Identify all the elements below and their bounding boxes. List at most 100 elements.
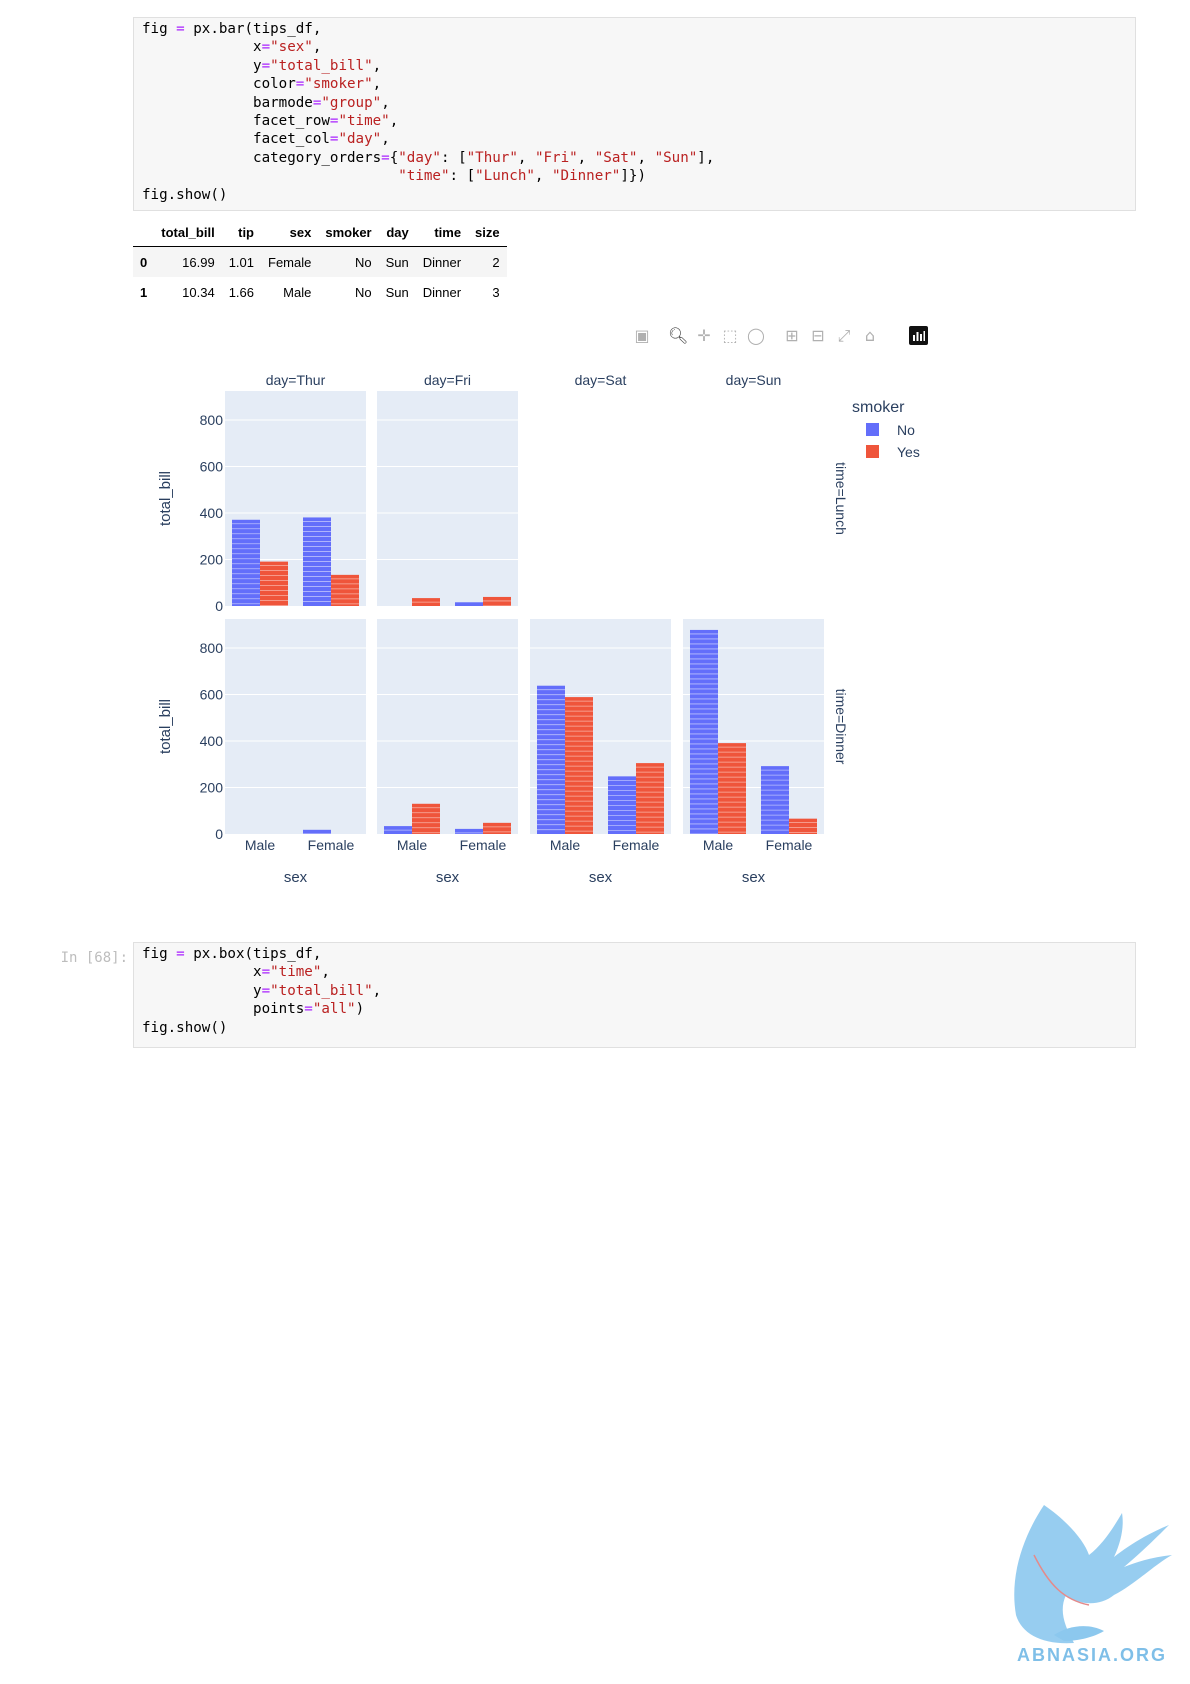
bar-no [303, 829, 331, 834]
code-line: x="time", [142, 964, 330, 981]
bar-yes [331, 574, 359, 606]
watermark-text: ABNASIA.ORG [1017, 1645, 1167, 1665]
code-line: "time": ["Lunch", "Dinner"]}) [398, 168, 646, 185]
bar-yes [483, 822, 511, 834]
facet-row-label: time=Lunch [833, 462, 849, 535]
bar-no [232, 519, 260, 606]
bar-yes [412, 803, 440, 834]
y-tick-label: 200 [200, 552, 224, 568]
x-axis-title: sex [742, 869, 766, 886]
facet-col-label: day=Thur [266, 372, 326, 388]
code-cell-1[interactable]: fig = px.bar(tips_df, x="sex", y="total_… [133, 17, 1136, 211]
plotly-logo-icon[interactable] [909, 326, 928, 345]
bar-yes [483, 596, 511, 606]
y-tick-label: 800 [200, 412, 224, 428]
column-header: tip [221, 218, 261, 247]
pan-icon[interactable]: ✛ [697, 326, 711, 345]
x-tick-label: Male [703, 837, 734, 853]
table-header-row: total_bill tip sex smoker day time size [133, 218, 507, 247]
bar-no [690, 629, 718, 834]
x-tick-label: Female [460, 837, 507, 853]
code-line: fig.show() [142, 186, 228, 203]
autoscale-icon[interactable]: ⤢ [837, 326, 851, 345]
column-header: smoker [318, 218, 379, 247]
table-cell: Male [283, 284, 312, 300]
table-cell: Sun [385, 284, 409, 300]
x-tick-label: Female [308, 837, 355, 853]
code-cell-2[interactable]: fig = px.box(tips_df, x="time", y="total… [133, 942, 1136, 1048]
zoom-out-icon[interactable]: ⊟ [811, 326, 825, 345]
code-line: color="smoker", [142, 76, 382, 93]
y-tick-label: 600 [200, 459, 224, 475]
table-cell: 2 [492, 254, 500, 270]
bar-yes [636, 763, 664, 834]
table-cell: No [354, 254, 372, 270]
table-row: 1 10.34 1.66 Male No Sun Dinner 3 [133, 277, 507, 307]
code-line: y="total_bill", [142, 57, 382, 74]
zoom-in-icon[interactable]: ⊞ [785, 326, 799, 345]
table-row: 0 16.99 1.01 Female No Sun Dinner 2 [133, 246, 507, 277]
x-tick-label: Male [397, 837, 428, 853]
y-tick-label: 0 [215, 598, 223, 614]
abnasia-watermark-logo: ABNASIA.ORG [1004, 1495, 1180, 1665]
facet-panel [377, 619, 518, 834]
table-cell: 3 [492, 284, 500, 300]
facet-col-label: day=Fri [424, 372, 471, 388]
code-line: facet_row="time", [142, 113, 399, 130]
faceted-bar-chart: 0 200 400 600 800 total_bill 0 200 400 600 800 tota… [157, 372, 920, 886]
table-cell: 16.99 [182, 254, 215, 270]
y-tick-label: 400 [200, 733, 224, 749]
y-tick-label: 800 [200, 640, 224, 656]
zoom-icon[interactable]: 🔍︎ [668, 326, 689, 345]
code-line: points="all") [142, 1001, 365, 1018]
row-index: 0 [140, 254, 148, 270]
bar-no [455, 828, 483, 834]
reset-axes-icon[interactable]: ⌂ [864, 326, 876, 345]
code-line: barmode="group", [142, 94, 390, 111]
x-tick-label: Female [613, 837, 660, 853]
code-editor[interactable]: fig = px.box(tips_df, x="time", y="total… [142, 945, 1127, 1037]
y-tick-label: 600 [200, 687, 224, 703]
legend-item-no: No [897, 422, 915, 438]
bar-no [455, 602, 483, 606]
y-tick-label: 0 [215, 826, 223, 842]
bar-yes [789, 818, 817, 834]
legend-swatch-yes [866, 445, 879, 458]
table-cell: 1.01 [228, 254, 254, 270]
facet-col-label: day=Sat [575, 372, 627, 388]
facet-panel [377, 391, 518, 606]
x-axis-title: sex [436, 869, 460, 886]
column-header: sex [261, 218, 319, 247]
code-line: y="total_bill", [142, 982, 382, 999]
bar-yes [718, 743, 746, 834]
code-line: facet_col="day", [142, 131, 390, 148]
table-cell: No [354, 284, 372, 300]
column-header: total_bill [154, 218, 222, 247]
x-tick-label: Female [766, 837, 813, 853]
bar-yes [260, 561, 288, 606]
y-tick-label: 400 [200, 505, 224, 521]
code-editor[interactable]: fig = px.bar(tips_df, x="sex", y="total_… [142, 20, 1127, 204]
code-line: fig = px.box(tips_df, [142, 946, 322, 962]
facet-panel [225, 619, 366, 834]
facet-col-label: day=Sun [726, 372, 782, 388]
column-header: size [468, 218, 507, 247]
table-cell: 10.34 [182, 284, 215, 300]
code-line: fig = px.bar(tips_df, [142, 21, 322, 37]
code-line: category_orders={"day": ["Thur", "Fri", … [142, 149, 715, 166]
box-select-icon[interactable]: ⬚ [722, 326, 738, 345]
y-axis-title: total_bill [157, 471, 174, 526]
x-tick-label: Male [245, 837, 276, 853]
camera-icon[interactable]: ▣ [634, 326, 650, 345]
column-header: time [415, 218, 469, 247]
column-header [133, 218, 155, 247]
table-cell: 1.66 [228, 284, 254, 300]
legend-item-yes: Yes [897, 444, 920, 460]
table-cell: Sun [385, 254, 409, 270]
x-axis-title: sex [284, 869, 308, 886]
column-header: day [378, 218, 416, 247]
dataframe-table: total_bill tip sex smoker day time size 0 16.99… [133, 218, 507, 307]
y-axis-title: total_bill [157, 699, 174, 754]
row-index: 1 [140, 284, 148, 300]
lasso-select-icon[interactable]: ◯ [747, 326, 765, 345]
